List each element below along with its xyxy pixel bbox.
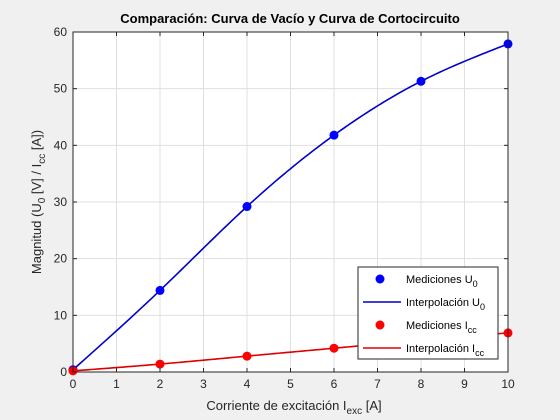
x-tick-label: 8 xyxy=(418,377,425,391)
x-axis-label: Corriente de excitación Iexc [A] xyxy=(206,398,381,417)
x-tick-label: 0 xyxy=(70,377,77,391)
x-tick-label: 9 xyxy=(461,377,468,391)
data-point-0 xyxy=(155,285,165,295)
data-point-0 xyxy=(416,76,426,86)
legend: Mediciones U0 Interpolación U0 Mediciones … xyxy=(357,266,499,360)
x-tick-label: 5 xyxy=(287,377,294,391)
legend-entry: Interpolación Icc xyxy=(406,343,485,358)
x-tick-label: 10 xyxy=(501,377,515,391)
y-tick-label: 30 xyxy=(54,195,68,209)
y-tick-label: 10 xyxy=(54,308,68,322)
y-axis-label: Magnitud (U0 [V] / Icc [A]) xyxy=(29,130,48,274)
x-tick-label: 2 xyxy=(157,377,164,391)
legend-marker xyxy=(375,274,385,284)
series-line-0 xyxy=(72,43,509,371)
y-tick-label: 0 xyxy=(60,365,67,379)
y-tick-label: 60 xyxy=(54,25,68,39)
y-tick-label: 20 xyxy=(54,252,68,266)
y-tick-label: 50 xyxy=(54,82,68,96)
data-point-0 xyxy=(329,130,339,140)
legend-entry: Interpolación U0 xyxy=(406,297,485,312)
x-tick-label: 7 xyxy=(374,377,381,391)
data-point-1 xyxy=(329,343,339,353)
legend-entry: Mediciones U0 xyxy=(406,274,478,289)
legend-marker xyxy=(375,320,385,330)
x-tick-label: 3 xyxy=(200,377,207,391)
axes: 0 1 2 3 4 5 6 7 8 9 10 0 10 20 30 40 50 60 xyxy=(54,25,515,391)
x-tick-label: 6 xyxy=(331,377,338,391)
y-tick-label: 40 xyxy=(54,138,68,152)
x-tick-label: 4 xyxy=(244,377,251,391)
data-point-1 xyxy=(242,351,252,361)
legend-entry: Mediciones Icc xyxy=(406,320,477,335)
data-point-1 xyxy=(155,359,165,369)
chart-title: Comparación: Curva de Vacío y Curva de C… xyxy=(120,11,460,26)
data-point-0 xyxy=(242,202,252,212)
x-tick-label: 1 xyxy=(113,377,120,391)
